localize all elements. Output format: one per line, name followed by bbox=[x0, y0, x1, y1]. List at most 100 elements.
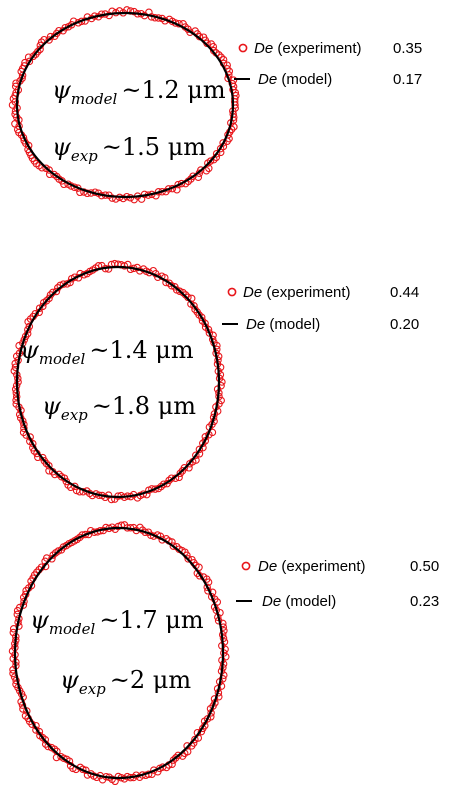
experiment-marker bbox=[46, 291, 55, 299]
experiment-marker bbox=[9, 654, 17, 663]
panel-2: ψmodel ~1.4 μm ψexp ~1.8 μm De (experiment… bbox=[10, 259, 419, 504]
psi-model-label: ψmodel ~1.2 μm bbox=[52, 76, 226, 108]
experiment-marker bbox=[202, 166, 211, 175]
legend-model-value: 0.20 bbox=[390, 316, 419, 333]
experiment-marker bbox=[178, 467, 187, 475]
experiment-marker bbox=[213, 345, 221, 354]
experiment-marker bbox=[169, 756, 178, 764]
legend-experiment-marker bbox=[238, 43, 248, 53]
experiment-marker bbox=[120, 262, 129, 270]
model-contour-line bbox=[15, 265, 221, 499]
legend-experiment-marker bbox=[227, 287, 237, 297]
experiment-marker bbox=[45, 467, 53, 475]
legend-experiment-label: De (experiment) bbox=[243, 284, 351, 301]
experiment-marker bbox=[191, 735, 199, 744]
experiment-marker bbox=[203, 583, 211, 591]
legend-model-value: 0.23 bbox=[410, 593, 439, 610]
experiment-marker bbox=[50, 170, 58, 179]
experiment-marker bbox=[42, 296, 51, 305]
experiment-contour-markers bbox=[8, 6, 240, 204]
experiment-marker bbox=[172, 754, 180, 762]
experiment-marker bbox=[11, 120, 19, 128]
model-contour-line bbox=[13, 526, 225, 780]
experiment-marker bbox=[48, 555, 56, 563]
experiment-marker bbox=[23, 707, 31, 715]
experiment-marker bbox=[165, 279, 174, 287]
experiment-marker bbox=[231, 95, 239, 103]
experiment-marker bbox=[67, 21, 76, 29]
legend: De (experiment) 0.35 De (model) 0.17 bbox=[234, 40, 422, 88]
panel-1: ψmodel ~1.2 μm ψexp ~1.5 μm De (experiment… bbox=[8, 6, 422, 204]
experiment-marker bbox=[205, 164, 213, 173]
legend-experiment-marker bbox=[241, 561, 251, 571]
experiment-marker bbox=[192, 451, 200, 460]
legend-model-label: De (model) bbox=[246, 316, 320, 333]
experiment-marker bbox=[49, 551, 57, 559]
model-contour-line bbox=[15, 11, 235, 199]
psi-exp-label: ψexp ~2 μm bbox=[60, 666, 191, 698]
legend-experiment-label: De (experiment) bbox=[254, 40, 362, 57]
experiment-marker bbox=[169, 542, 178, 550]
experiment-marker bbox=[47, 743, 56, 752]
experiment-marker bbox=[219, 55, 228, 64]
legend-experiment-value: 0.50 bbox=[410, 558, 439, 575]
experiment-marker bbox=[45, 294, 53, 303]
experiment-marker bbox=[55, 470, 63, 479]
experiment-marker bbox=[117, 491, 125, 500]
psi-exp-label: ψexp ~1.8 μm bbox=[42, 392, 196, 424]
legend-experiment-value: 0.35 bbox=[393, 40, 422, 57]
experiment-marker bbox=[57, 472, 66, 481]
experiment-marker bbox=[39, 453, 47, 462]
experiment-marker bbox=[212, 149, 221, 158]
experiment-marker bbox=[76, 533, 84, 542]
experiment-marker bbox=[177, 179, 186, 188]
experiment-marker bbox=[186, 28, 194, 36]
legend: De (experiment) 0.50 De (model) 0.23 bbox=[236, 558, 439, 610]
experiment-marker bbox=[216, 144, 225, 153]
legend-model-label: De (model) bbox=[258, 71, 332, 88]
experiment-marker bbox=[39, 302, 47, 311]
experiment-marker bbox=[45, 36, 53, 44]
experiment-marker bbox=[186, 459, 194, 468]
experiment-marker bbox=[27, 581, 36, 590]
experiment-contour-markers bbox=[10, 259, 226, 504]
experiment-marker bbox=[194, 173, 203, 181]
legend-experiment-label: De (experiment) bbox=[258, 558, 366, 575]
experiment-marker bbox=[25, 57, 34, 66]
experiment-marker bbox=[159, 480, 168, 488]
experiment-marker bbox=[204, 159, 212, 167]
experiment-marker bbox=[52, 287, 61, 296]
legend-model-label: De (model) bbox=[262, 593, 336, 610]
experiment-marker bbox=[33, 47, 42, 56]
experiment-marker bbox=[57, 752, 65, 761]
panel-3: ψmodel ~1.7 μm ψexp ~2 μm De (experiment) … bbox=[8, 521, 439, 785]
legend-model-value: 0.17 bbox=[393, 71, 422, 88]
experiment-marker bbox=[119, 194, 127, 203]
experiment-marker bbox=[205, 329, 214, 337]
experiment-marker bbox=[197, 313, 206, 322]
experiment-marker bbox=[29, 52, 38, 61]
legend-experiment-value: 0.44 bbox=[390, 284, 419, 301]
psi-exp-label: ψexp ~1.5 μm bbox=[52, 133, 206, 165]
experiment-marker bbox=[11, 385, 20, 394]
experiment-marker bbox=[183, 742, 191, 750]
psi-model-label: ψmodel ~1.7 μm bbox=[30, 606, 204, 638]
experiment-marker bbox=[230, 98, 239, 106]
experiment-marker bbox=[184, 555, 192, 563]
experiment-marker bbox=[216, 370, 225, 379]
experiment-marker bbox=[230, 113, 238, 121]
experiment-marker bbox=[36, 45, 44, 54]
experiment-marker bbox=[174, 751, 182, 760]
experiment-contour-markers bbox=[8, 521, 230, 785]
experiment-marker bbox=[25, 322, 34, 331]
experiment-marker bbox=[201, 319, 209, 328]
experiment-marker bbox=[42, 164, 50, 173]
experiment-marker bbox=[209, 42, 218, 51]
experiment-marker bbox=[195, 445, 204, 454]
experiment-marker bbox=[176, 469, 185, 478]
experiment-marker bbox=[190, 302, 198, 310]
experiment-marker bbox=[45, 461, 53, 470]
legend: De (experiment) 0.44 De (model) 0.20 bbox=[222, 284, 419, 333]
psi-model-label: ψmodel ~1.4 μm bbox=[20, 336, 194, 368]
